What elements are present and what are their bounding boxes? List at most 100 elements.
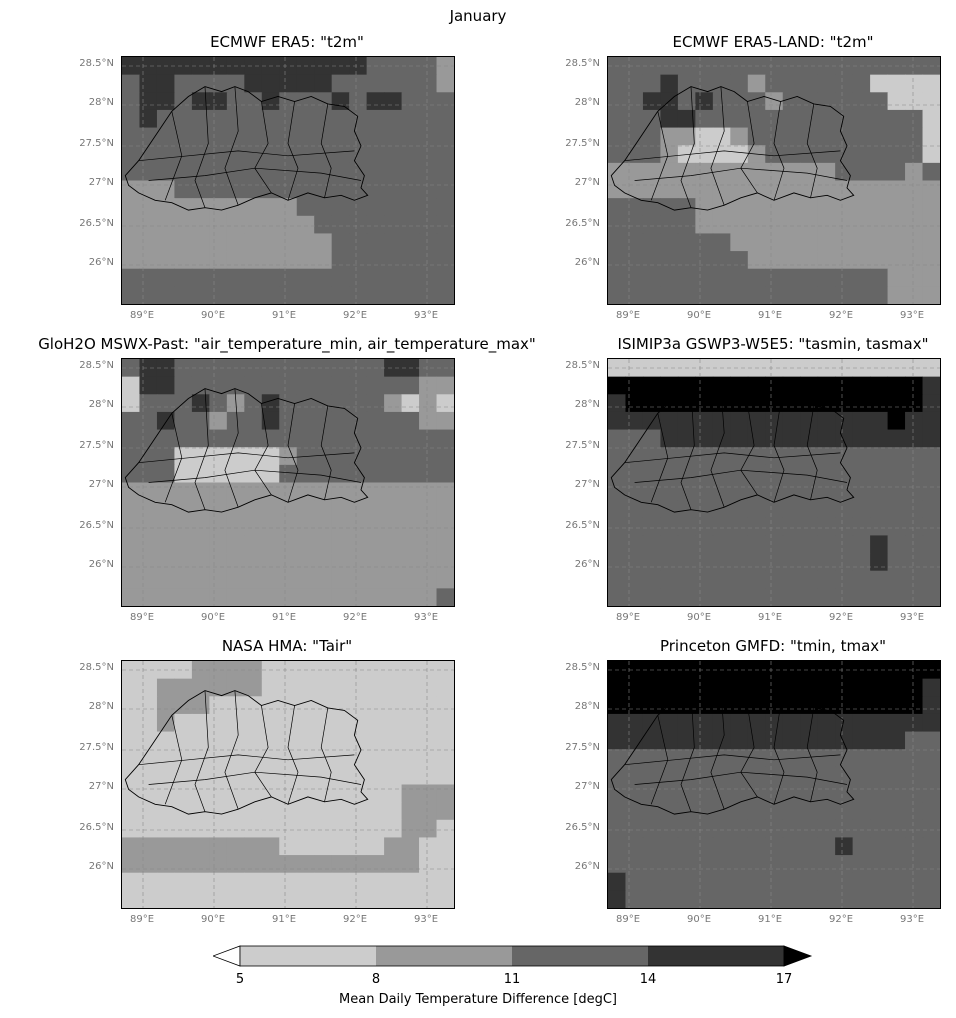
grid-cell [608, 92, 626, 111]
grid-cell [209, 837, 228, 856]
grid-cell [244, 661, 263, 680]
grid-cell [331, 180, 350, 199]
grid-cell [747, 837, 766, 856]
grid-cell [835, 411, 854, 431]
grid-cell [349, 500, 368, 519]
grid-cell [625, 411, 644, 431]
grid-cell [296, 731, 315, 750]
grid-cell [349, 268, 368, 287]
grid-cell [870, 661, 889, 680]
grid-cell [765, 145, 784, 164]
lat-tick-label: 26°N [88, 559, 114, 570]
grid-cell [800, 535, 819, 554]
grid-cell [331, 464, 350, 483]
grid-cell [800, 570, 819, 589]
grid-cell [625, 268, 644, 287]
grid-cell [314, 678, 333, 697]
grid-cell [677, 819, 696, 838]
district-boundary [634, 167, 848, 181]
grid-cell [139, 890, 158, 908]
grid-cell [366, 570, 385, 589]
grid-cell [922, 162, 940, 181]
district-boundary [148, 469, 362, 483]
grid-cell [191, 517, 210, 536]
grid-cell [314, 802, 333, 821]
grid-cell [174, 802, 193, 821]
district-boundary [287, 705, 299, 805]
grid-cell [174, 215, 193, 234]
grid-cell [419, 749, 438, 768]
grid-cell [765, 411, 784, 431]
grid-cell [226, 74, 245, 93]
grid-cell [226, 464, 245, 483]
grid-cell [156, 749, 175, 768]
grid-cell [419, 696, 438, 715]
grid-cell [747, 286, 766, 304]
grid-cell [765, 819, 784, 838]
map-panel [607, 358, 941, 607]
grid-cell [174, 268, 193, 287]
grid-cell [296, 553, 315, 572]
grid-cell [331, 145, 350, 164]
grid-cell [800, 411, 819, 431]
grid-cell [608, 394, 626, 413]
grid-cell [852, 482, 871, 501]
grid-cell [279, 696, 298, 715]
grid-cell [366, 482, 385, 501]
grid-cell [870, 127, 889, 146]
grid-cell [261, 766, 280, 785]
grid-cell [349, 766, 368, 785]
grid-cell [401, 872, 420, 891]
grid-cell [349, 464, 368, 483]
grid-cell [331, 696, 350, 715]
grid-cell [747, 713, 766, 733]
grid-cell [314, 766, 333, 785]
grid-cell [870, 837, 889, 856]
grid-cell [712, 819, 731, 838]
grid-cell [122, 872, 140, 891]
grid-cell [226, 713, 245, 733]
grid-cell [870, 890, 889, 908]
grid-cell [226, 233, 245, 252]
grid-cell [419, 109, 438, 129]
grid-cell [139, 784, 158, 803]
grid-cell [905, 162, 924, 181]
grid-cell [747, 588, 766, 606]
grid-cell [625, 286, 644, 304]
grid-cell [642, 819, 661, 838]
lon-tick-label: 93°E [899, 612, 925, 623]
grid-cell [401, 376, 420, 395]
grid-cell [660, 180, 679, 199]
grid-cell [122, 535, 140, 554]
grid-cell [384, 588, 403, 606]
grid-cell [122, 233, 140, 252]
grid-cell [156, 233, 175, 252]
grid-cell [712, 872, 731, 891]
grid-cell [436, 429, 454, 448]
grid-cell [139, 570, 158, 589]
grid-cell [730, 802, 749, 821]
grid-cell [244, 713, 263, 733]
grid-cell [314, 731, 333, 750]
grid-cell [870, 517, 889, 536]
district-boundary [254, 101, 272, 194]
grid-cell [625, 713, 644, 733]
grid-cell [366, 588, 385, 606]
grid-cell [695, 233, 714, 252]
country-boundary [124, 388, 369, 513]
grid-cell [730, 286, 749, 304]
grid-cell [835, 872, 854, 891]
grid-cell [625, 127, 644, 146]
grid-cell [660, 268, 679, 287]
grid-cell [331, 162, 350, 181]
grid-cell [625, 198, 644, 217]
lon-tick-label: 89°E [615, 310, 641, 321]
grid-cell [747, 802, 766, 821]
grid-cell [279, 802, 298, 821]
grid-cell [887, 92, 906, 111]
lon-tick-label: 92°E [828, 914, 854, 925]
grid-cell [226, 872, 245, 891]
grid-cell [156, 162, 175, 181]
grid-cell [905, 784, 924, 803]
grid-cell [608, 500, 626, 519]
